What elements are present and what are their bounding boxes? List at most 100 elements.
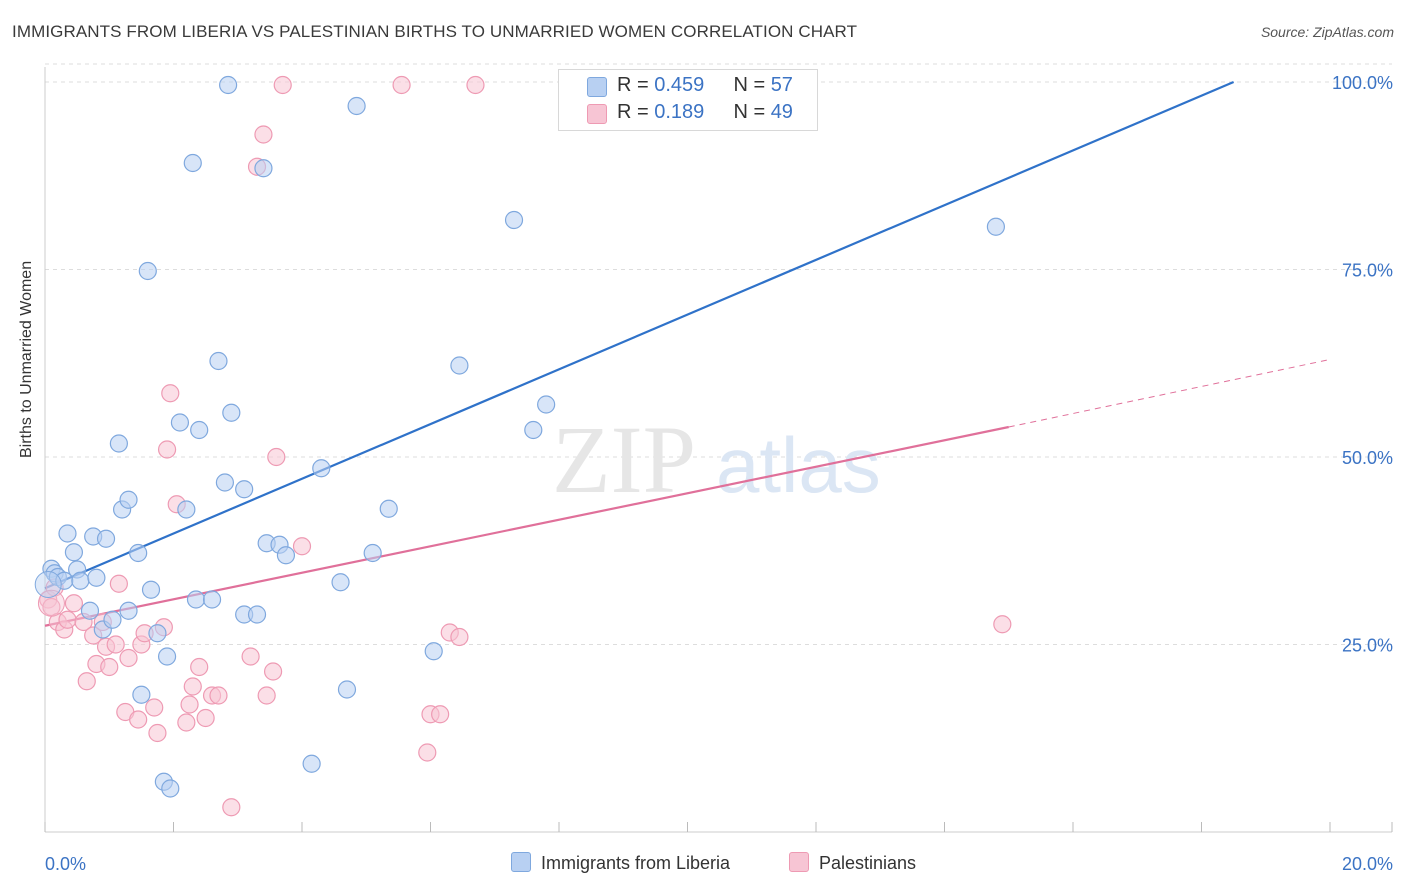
- y-tick-label: 50.0%: [1342, 448, 1393, 468]
- point-liberia: [504, 210, 524, 230]
- point-liberia: [129, 543, 148, 563]
- point-liberia: [64, 543, 84, 562]
- point-palestinians: [209, 686, 228, 705]
- legend-n-label: N =: [733, 74, 771, 96]
- point-palestinians: [241, 647, 260, 666]
- bottom-legend-label: Palestinians: [819, 853, 917, 873]
- legend-swatch-blue: [587, 77, 607, 97]
- point-palestinians: [77, 672, 96, 691]
- trend-line-palestinians-extension: [1008, 359, 1331, 428]
- point-palestinians: [148, 723, 167, 743]
- point-palestinians: [157, 440, 177, 459]
- trend-lines: [44, 80, 1331, 627]
- point-liberia: [58, 524, 77, 543]
- bottom-legend-palestinians: Palestinians: [789, 852, 916, 874]
- point-palestinians: [180, 695, 199, 714]
- x-tick-label-end: 20.0%: [1342, 854, 1393, 874]
- watermark-atlas: atlas: [716, 421, 881, 509]
- point-palestinians: [292, 537, 312, 556]
- point-palestinians: [466, 75, 485, 95]
- bottom-legend-label: Immigrants from Liberia: [541, 853, 731, 873]
- trend-line-palestinians: [44, 425, 1009, 627]
- point-liberia: [537, 395, 556, 414]
- watermark: ZIP atlas: [552, 406, 881, 513]
- gridlines: [45, 63, 1392, 645]
- bottom-legend-swatch-blue: [511, 852, 531, 872]
- legend-r-label: R =: [617, 74, 655, 96]
- point-palestinians: [190, 657, 209, 677]
- point-liberia: [215, 473, 234, 492]
- point-palestinians: [431, 705, 450, 724]
- point-liberia: [337, 680, 357, 699]
- point-palestinians: [196, 708, 215, 728]
- point-liberia: [331, 573, 350, 592]
- point-palestinians: [993, 615, 1012, 634]
- point-palestinians: [42, 597, 61, 617]
- x-tick-label-start: 0.0%: [45, 854, 86, 874]
- point-palestinians: [418, 743, 437, 762]
- legend-swatch-pink: [587, 104, 607, 124]
- point-liberia: [177, 500, 196, 519]
- point-liberia: [986, 217, 1006, 236]
- point-liberia-cluster: [34, 571, 62, 598]
- point-palestinians: [145, 698, 164, 717]
- point-palestinians: [267, 447, 286, 467]
- y-axis-label: Births to Unmarried Women: [18, 260, 35, 458]
- point-palestinians: [119, 648, 138, 668]
- point-palestinians: [254, 125, 273, 144]
- point-liberia: [202, 590, 222, 609]
- y-tick-label: 100.0%: [1332, 73, 1393, 93]
- point-palestinians: [161, 384, 180, 403]
- point-liberia: [276, 546, 296, 565]
- point-palestinians: [109, 574, 128, 593]
- legend-n-value: 49: [770, 101, 793, 123]
- point-liberia: [379, 499, 398, 518]
- point-palestinians: [263, 662, 283, 681]
- point-palestinians: [129, 710, 148, 729]
- point-palestinians: [58, 610, 77, 629]
- point-liberia: [96, 529, 116, 548]
- legend-r-value: 0.459: [654, 74, 705, 96]
- series-liberia-points: [34, 75, 1006, 798]
- point-liberia: [347, 96, 366, 116]
- point-liberia: [103, 610, 122, 629]
- point-palestinians: [392, 75, 411, 95]
- point-palestinians: [106, 635, 125, 654]
- legend-r-label: R =: [617, 101, 655, 123]
- point-liberia: [190, 420, 209, 440]
- point-palestinians: [64, 594, 84, 613]
- point-liberia: [119, 490, 138, 509]
- legend-r-value: 0.189: [654, 101, 705, 123]
- point-liberia: [424, 642, 443, 661]
- point-liberia: [363, 543, 382, 563]
- point-liberia: [148, 624, 167, 643]
- point-liberia: [161, 779, 180, 798]
- point-liberia: [119, 601, 138, 620]
- point-liberia: [138, 261, 157, 281]
- point-palestinians: [222, 798, 241, 817]
- point-liberia: [235, 480, 254, 499]
- series-palestinians-points: [37, 75, 1012, 817]
- point-liberia: [524, 420, 543, 440]
- point-liberia: [141, 580, 161, 599]
- point-liberia: [132, 685, 151, 704]
- point-palestinians: [183, 677, 202, 696]
- chart-title: IMMIGRANTS FROM LIBERIA VS PALESTINIAN B…: [12, 22, 858, 41]
- point-liberia: [247, 605, 267, 624]
- legend-n-label: N =: [733, 101, 771, 123]
- trend-line-liberia: [44, 80, 1235, 590]
- point-liberia: [219, 75, 238, 95]
- point-palestinians: [177, 713, 196, 732]
- bottom-legend-swatch-pink: [789, 852, 809, 872]
- point-liberia: [302, 754, 321, 773]
- point-liberia: [157, 647, 177, 666]
- y-tick-label: 25.0%: [1342, 636, 1393, 656]
- point-liberia: [109, 434, 128, 453]
- legend-n-value: 57: [770, 74, 793, 96]
- point-liberia: [87, 568, 106, 587]
- point-palestinians: [450, 627, 469, 647]
- bottom-legend-liberia: Immigrants from Liberia: [511, 852, 730, 874]
- point-liberia: [170, 413, 190, 432]
- point-palestinians: [100, 657, 119, 677]
